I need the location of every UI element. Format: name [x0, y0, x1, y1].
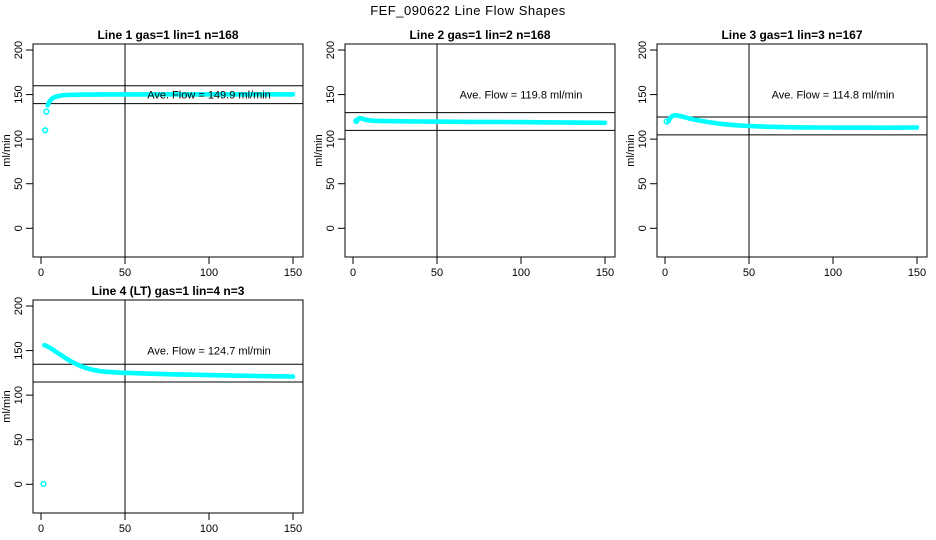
subplot-line4: 0 50 100 150 0 50 100 150 200 ml/min Line 4 (LT) g…: [0, 284, 312, 540]
y-tick-label: 150: [637, 85, 649, 103]
y-tick-label: 150: [13, 341, 25, 359]
y-tick-label: 50: [637, 178, 649, 190]
ave-flow-annotation: Ave. Flow = 119.8 ml/min: [460, 90, 583, 102]
chart-canvas-4: 0 50 100 150 0 50 100 150 200 ml/min Line 4 (LT) g…: [1, 284, 304, 535]
x-tick-label: 50: [743, 267, 755, 279]
y-tick-label: 100: [637, 130, 649, 148]
y-tick-label: 50: [13, 178, 25, 190]
data-series-band: [42, 342, 296, 379]
y-tick-label: 150: [325, 85, 337, 103]
y-tick-label: 100: [13, 130, 25, 148]
y-tick-label: 50: [325, 178, 337, 190]
x-tick-label: 0: [38, 267, 44, 279]
y-axis-label: ml/min: [625, 134, 637, 166]
chart-canvas-1: 0 50 100 150 0 50 100 150 200 ml/min Line 1 gas=1 …: [1, 28, 304, 279]
x-tick-label: 100: [824, 267, 842, 279]
subplot-title: Line 4 (LT) gas=1 lin=4 n=3: [92, 284, 245, 298]
x-tick-label: 0: [38, 523, 44, 535]
y-tick-label: 0: [325, 225, 337, 231]
plot-box: [32, 299, 304, 514]
x-tick-label: 100: [512, 267, 530, 279]
data-series-band: [666, 113, 920, 130]
y-tick-label: 0: [13, 481, 25, 487]
data-point-outlier: [42, 127, 49, 134]
y-axis-label: ml/min: [1, 390, 13, 422]
x-tick-label: 150: [284, 267, 302, 279]
plot-box: [656, 43, 928, 258]
subplot-title: Line 2 gas=1 lin=2 n=168: [409, 28, 550, 42]
figure-main-title: FEF_090622 Line Flow Shapes: [370, 3, 566, 18]
chart-canvas-2: 0 50 100 150 0 50 100 150 200 ml/min Line 2 gas=1 …: [313, 28, 616, 279]
subplot-line2: 0 50 100 150 0 50 100 150 200 ml/min Line 2 gas=1 …: [312, 28, 624, 284]
data-point-outlier: [353, 117, 360, 125]
x-tick-label: 50: [119, 267, 131, 279]
subplot-line3: 0 50 100 150 0 50 100 150 200 ml/min Line 3 gas=1 …: [624, 28, 936, 284]
x-tick-label: 150: [596, 267, 614, 279]
x-tick-label: 150: [284, 523, 302, 535]
x-tick-label: 50: [119, 523, 131, 535]
x-tick-label: 0: [350, 267, 356, 279]
plot-box: [344, 43, 616, 258]
y-tick-label: 200: [325, 41, 337, 59]
ave-flow-annotation: Ave. Flow = 114.8 ml/min: [772, 90, 895, 102]
y-tick-label: 200: [637, 41, 649, 59]
y-axis-label: ml/min: [313, 134, 325, 166]
y-tick-label: 100: [13, 386, 25, 404]
y-tick-label: 50: [13, 434, 25, 446]
y-tick-label: 0: [637, 225, 649, 231]
y-tick-label: 0: [13, 225, 25, 231]
x-tick-label: 0: [662, 267, 668, 279]
y-axis-label: ml/min: [1, 134, 13, 166]
y-tick-label: 200: [13, 41, 25, 59]
data-point-outlier: [43, 108, 50, 115]
x-tick-label: 100: [200, 523, 218, 535]
subplot-line1: 0 50 100 150 0 50 100 150 200 ml/min Line 1 gas=1 …: [0, 28, 312, 284]
data-point-outlier: [40, 480, 47, 488]
y-tick-label: 150: [13, 85, 25, 103]
y-tick-label: 100: [325, 130, 337, 148]
data-series-band: [354, 115, 608, 126]
x-tick-label: 150: [908, 267, 926, 279]
subplot-title: Line 1 gas=1 lin=1 n=168: [97, 28, 238, 42]
ave-flow-annotation: Ave. Flow = 124.7 ml/min: [147, 346, 271, 358]
subplot-title: Line 3 gas=1 lin=3 n=167: [721, 28, 862, 42]
ave-flow-annotation: Ave. Flow = 149.9 ml/min: [147, 90, 271, 102]
x-tick-label: 100: [200, 267, 218, 279]
y-tick-label: 200: [13, 297, 25, 315]
data-point-outlier: [663, 118, 670, 125]
x-tick-label: 50: [431, 267, 443, 279]
data-series-band: [45, 92, 296, 108]
chart-canvas-3: 0 50 100 150 0 50 100 150 200 ml/min Line 3 gas=1 …: [625, 28, 928, 279]
plot-box: [32, 43, 304, 258]
